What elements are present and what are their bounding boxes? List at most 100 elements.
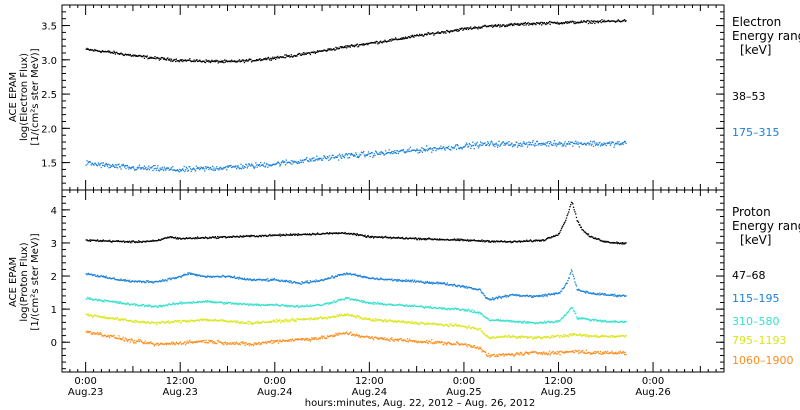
data-point: [341, 47, 343, 49]
data-point: [214, 61, 216, 63]
data-point: [184, 60, 186, 62]
data-point: [392, 38, 395, 40]
data-point: [525, 240, 527, 242]
data-point: [260, 235, 262, 237]
data-point: [138, 341, 141, 343]
data-point: [533, 145, 536, 147]
data-point: [158, 239, 160, 241]
data-point: [494, 297, 496, 300]
data-point: [214, 236, 216, 238]
data-point: [317, 158, 319, 160]
data-point: [314, 160, 316, 162]
data-point: [467, 286, 470, 289]
data-point: [216, 275, 218, 278]
data-point: [333, 49, 336, 51]
data-point: [196, 341, 198, 344]
data-point: [507, 241, 509, 243]
data-point: [336, 275, 338, 278]
data-point: [218, 301, 220, 303]
data-point: [187, 59, 190, 61]
data-point: [528, 295, 531, 297]
data-point: [134, 280, 136, 282]
data-point: [187, 342, 189, 344]
data-point: [506, 295, 508, 297]
data-point: [534, 23, 536, 25]
data-point: [496, 318, 498, 321]
data-point: [336, 156, 338, 158]
data-point: [341, 315, 343, 317]
data-point: [449, 308, 451, 310]
data-point: [260, 343, 262, 345]
data-point: [580, 334, 582, 336]
data-point: [489, 142, 492, 144]
data-point: [572, 307, 574, 309]
data-point: [305, 280, 307, 282]
data-point: [234, 343, 236, 345]
data-point: [333, 277, 336, 279]
data-point: [140, 241, 142, 243]
data-point: [339, 46, 341, 48]
data-point: [99, 276, 101, 278]
data-point: [104, 334, 107, 336]
data-point: [475, 240, 477, 242]
data-point: [110, 51, 112, 54]
data-point: [419, 305, 421, 308]
data-point: [465, 285, 468, 287]
data-point: [528, 321, 530, 323]
data-point: [145, 168, 148, 171]
data-point: [429, 282, 431, 284]
data-point: [380, 277, 382, 279]
data-point: [268, 164, 270, 166]
data-point: [131, 280, 133, 282]
data-point: [124, 53, 126, 55]
data-point: [161, 320, 163, 323]
data-point: [155, 280, 157, 283]
data-point: [212, 236, 214, 238]
data-point: [372, 318, 374, 320]
data-point: [497, 146, 499, 148]
data-point: [389, 152, 391, 154]
data-point: [366, 154, 368, 156]
data-point: [89, 273, 91, 275]
data-point: [341, 298, 343, 301]
data-point: [414, 321, 416, 323]
data-point: [119, 279, 121, 281]
data-point: [229, 236, 231, 238]
data-point: [189, 319, 192, 322]
data-point: [190, 272, 192, 274]
data-point: [175, 321, 177, 323]
data-point: [211, 59, 213, 61]
data-point: [477, 313, 480, 315]
data-point: [182, 320, 185, 322]
data-point: [584, 317, 586, 319]
data-point: [435, 238, 437, 240]
data-point: [253, 167, 255, 169]
data-point: [210, 275, 212, 277]
data-point: [427, 148, 429, 150]
data-point: [550, 142, 552, 144]
data-point: [131, 303, 133, 305]
data-point: [595, 319, 597, 321]
data-point: [210, 168, 212, 171]
data-point: [428, 281, 431, 283]
data-point: [462, 29, 464, 31]
data-point: [202, 301, 204, 303]
data-point: [381, 303, 383, 305]
data-point: [602, 293, 604, 295]
data-point: [368, 302, 370, 304]
data-point: [431, 323, 434, 326]
data-point: [206, 60, 208, 62]
data-point: [438, 147, 441, 149]
data-point: [227, 320, 229, 322]
data-point: [194, 238, 196, 240]
data-point: [388, 278, 390, 280]
data-point: [345, 297, 347, 299]
data-point: [473, 239, 475, 241]
data-point: [411, 149, 414, 151]
data-point: [563, 287, 565, 289]
data-point: [140, 340, 142, 342]
data-point: [398, 320, 400, 322]
data-point: [575, 216, 578, 219]
data-point: [295, 55, 297, 57]
data-point: [168, 169, 170, 171]
